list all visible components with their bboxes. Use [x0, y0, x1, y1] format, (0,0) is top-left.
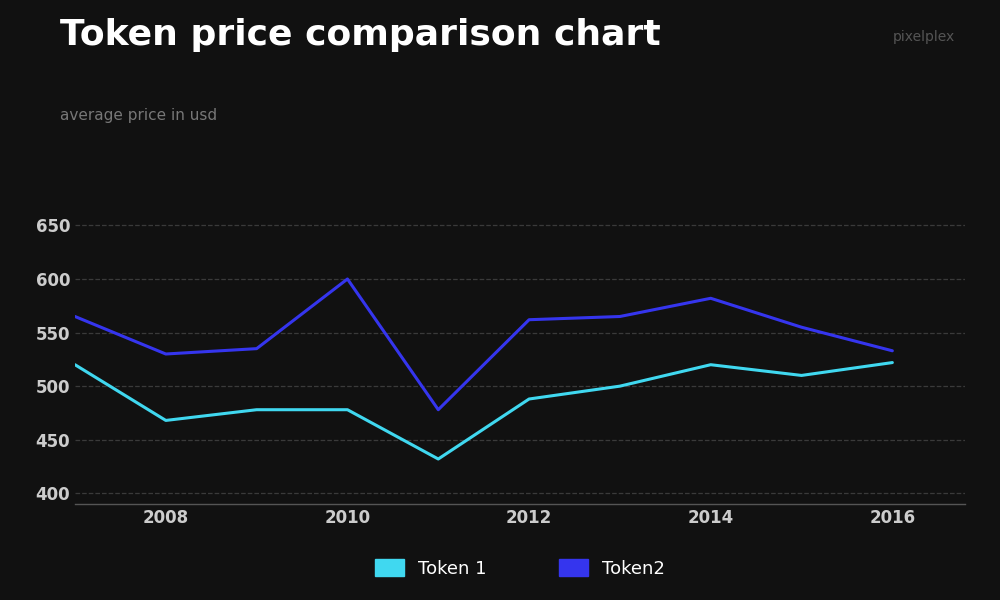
Text: average price in usd: average price in usd	[60, 108, 217, 123]
Text: Token price comparison chart: Token price comparison chart	[60, 18, 661, 52]
Legend: Token 1, Token2: Token 1, Token2	[368, 552, 672, 585]
Text: pixelplex: pixelplex	[893, 30, 955, 44]
